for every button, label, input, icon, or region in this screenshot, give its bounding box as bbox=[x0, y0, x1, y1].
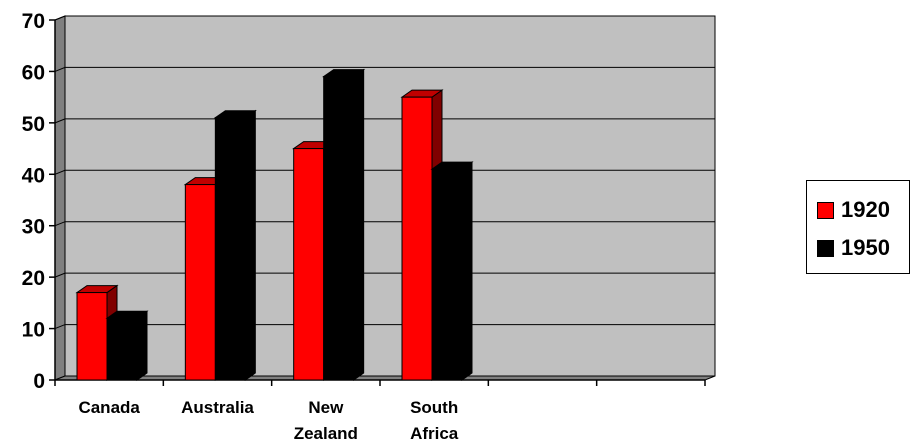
gridline-30 bbox=[54, 221, 715, 227]
y-tick-label-30: 30 bbox=[22, 216, 45, 239]
bar-1950-south-africa bbox=[430, 161, 474, 381]
x-tick-label-2-line-0: New bbox=[308, 398, 344, 417]
bar-side-face bbox=[244, 109, 256, 381]
gridline-10 bbox=[54, 324, 715, 330]
legend-label-series-2: 1950 bbox=[841, 235, 890, 260]
gridline-50 bbox=[54, 118, 715, 124]
bar-front-face bbox=[293, 148, 325, 381]
bar-1920-south-africa bbox=[400, 89, 444, 381]
y-tick-label-0: 0 bbox=[33, 370, 45, 393]
gridline-70 bbox=[54, 15, 715, 21]
plot-back-wall bbox=[64, 15, 716, 377]
gridline-20 bbox=[54, 272, 715, 278]
bar-front-face bbox=[76, 292, 108, 381]
legend-label-series-1: 1920 bbox=[841, 197, 890, 222]
legend-swatch-series-2 bbox=[817, 239, 834, 257]
bar-1950-australia bbox=[213, 109, 257, 381]
bar-1950-canada bbox=[105, 310, 149, 381]
bar-1950-new-zealand bbox=[322, 68, 366, 381]
bar-front-face bbox=[184, 184, 216, 381]
x-tick-label-1-line-0: Australia bbox=[181, 398, 254, 417]
legend-swatch-series-1 bbox=[817, 201, 834, 219]
bar-front-face bbox=[106, 317, 138, 381]
gridline-60 bbox=[54, 66, 715, 72]
y-tick-label-50: 50 bbox=[22, 113, 45, 136]
bar-front-face bbox=[214, 117, 246, 381]
bar-front-face bbox=[323, 76, 355, 381]
bar-front-face bbox=[401, 96, 433, 381]
x-tick-label-3-line-0: South bbox=[410, 398, 458, 417]
y-tick-label-20: 20 bbox=[22, 267, 45, 290]
bar-side-face bbox=[461, 161, 473, 381]
bar-front-face bbox=[431, 168, 463, 381]
x-tick-label-2-line-1: Zealand bbox=[294, 424, 358, 443]
legend-item-series-2: 1950 bbox=[817, 233, 890, 263]
bar-side-face bbox=[353, 68, 365, 381]
legend: 1920 1950 bbox=[806, 180, 910, 274]
y-tick-label-40: 40 bbox=[22, 164, 45, 187]
y-tick-label-10: 10 bbox=[22, 319, 45, 342]
legend-item-series-1: 1920 bbox=[817, 195, 890, 225]
bar-side-face bbox=[136, 310, 148, 381]
x-tick-label-3-line-1: Africa bbox=[410, 424, 459, 443]
y-tick-label-70: 70 bbox=[22, 10, 45, 33]
gridline-40 bbox=[54, 169, 715, 175]
x-tick-label-0-line-0: Canada bbox=[78, 398, 140, 417]
y-tick-label-60: 60 bbox=[22, 61, 45, 84]
